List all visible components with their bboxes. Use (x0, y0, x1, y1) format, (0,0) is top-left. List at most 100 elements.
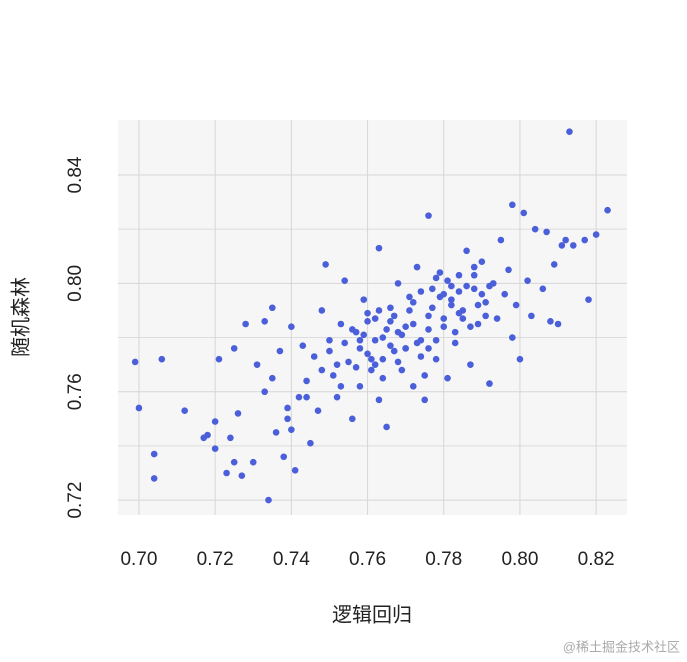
point (543, 228, 550, 236)
point (249, 458, 257, 466)
point (409, 320, 417, 328)
point (368, 366, 375, 374)
point (341, 277, 348, 284)
point (569, 242, 577, 249)
point (387, 304, 394, 312)
point (417, 288, 425, 295)
point (349, 415, 356, 423)
point (550, 261, 558, 268)
x-tick-label: 0.70 (120, 549, 157, 570)
point (356, 345, 364, 352)
point (444, 374, 451, 382)
point (425, 345, 432, 352)
x-tick-label: 0.72 (197, 549, 234, 570)
point (448, 282, 455, 290)
point (463, 247, 470, 255)
point (470, 271, 478, 279)
point (284, 415, 291, 423)
point (230, 458, 238, 466)
point (364, 309, 371, 317)
point (474, 301, 482, 309)
point (215, 355, 223, 363)
point (448, 301, 455, 309)
point (288, 323, 295, 331)
point (150, 450, 158, 458)
point (520, 209, 528, 217)
point (223, 469, 230, 477)
point (421, 372, 428, 379)
point (509, 201, 516, 209)
point (265, 496, 272, 504)
point (394, 358, 402, 366)
point (242, 320, 249, 328)
point (409, 299, 417, 306)
point (394, 328, 402, 336)
point (421, 396, 428, 404)
point (531, 225, 539, 233)
point (406, 307, 413, 314)
point (409, 383, 417, 390)
point (253, 361, 261, 368)
point (432, 355, 440, 363)
point (440, 323, 448, 331)
point (440, 290, 448, 298)
point (375, 244, 383, 252)
y-tick-label: 0.76 (65, 373, 86, 410)
point (451, 339, 459, 347)
point (337, 383, 345, 390)
point (509, 334, 516, 341)
point (261, 388, 268, 396)
point (371, 361, 379, 368)
point (493, 315, 501, 322)
point (406, 293, 413, 301)
point (566, 128, 573, 135)
point (284, 404, 291, 412)
point (280, 453, 288, 461)
point (352, 364, 360, 371)
point (150, 475, 158, 482)
x-axis-title: 逻辑回归 (332, 603, 412, 626)
point (417, 353, 425, 360)
point (436, 269, 444, 276)
point (211, 445, 219, 452)
point (482, 312, 489, 320)
point (432, 274, 440, 282)
point (467, 323, 474, 331)
point (364, 350, 371, 358)
point (394, 280, 402, 287)
point (303, 393, 310, 401)
point (474, 320, 482, 328)
point (581, 236, 589, 244)
point (333, 361, 341, 368)
point (467, 361, 474, 368)
point (402, 345, 409, 352)
point (463, 282, 470, 290)
point (387, 317, 394, 325)
point (524, 277, 531, 284)
point (333, 393, 341, 401)
x-tick-label: 0.78 (425, 549, 462, 570)
point (364, 317, 371, 325)
point (387, 342, 394, 349)
point (158, 355, 166, 363)
point (307, 439, 314, 447)
point (211, 418, 219, 425)
point (592, 231, 600, 238)
point (238, 472, 246, 480)
point (413, 263, 421, 271)
point (425, 312, 432, 320)
point (356, 383, 364, 390)
point (501, 290, 509, 298)
point (398, 366, 406, 374)
point (383, 423, 390, 431)
point (455, 309, 463, 317)
point (349, 326, 356, 333)
point (585, 296, 592, 303)
point (390, 347, 398, 355)
point (486, 282, 493, 290)
point (478, 290, 486, 298)
point (379, 355, 387, 363)
point (379, 374, 387, 382)
x-tick-label: 0.80 (501, 549, 538, 570)
x-tick-label: 0.82 (578, 549, 615, 570)
